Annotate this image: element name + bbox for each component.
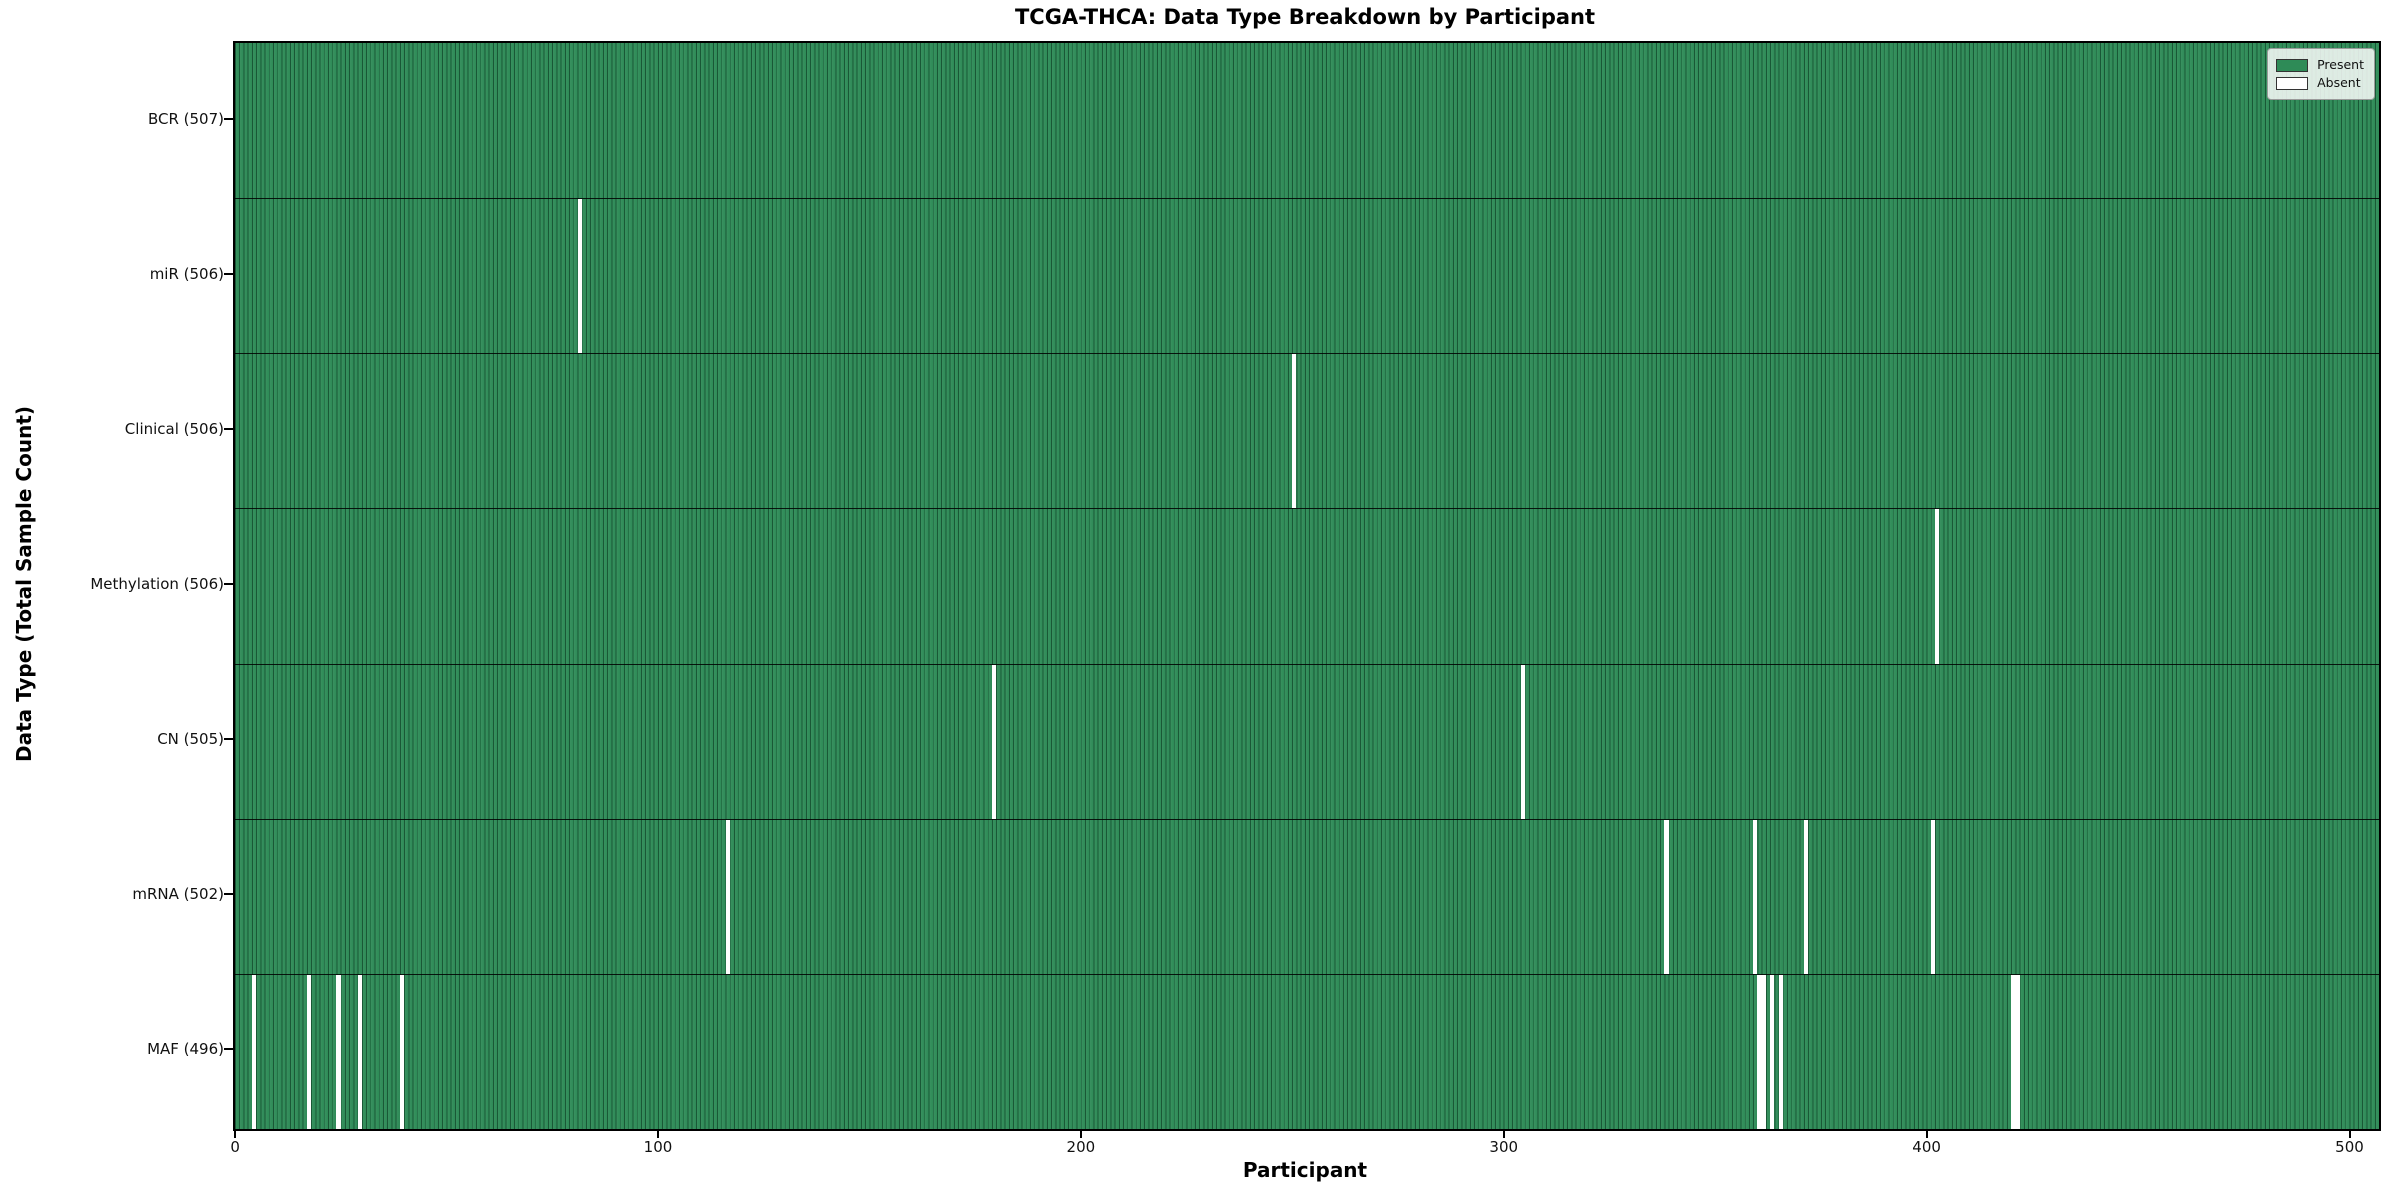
chart-title: TCGA-THCA: Data Type Breakdown by Partic…: [1014, 5, 1596, 29]
ytick-mark-clinical: [224, 427, 233, 430]
ytick-label-bcr: BCR (507): [147, 109, 224, 128]
absent-gap-maf-420: [2011, 974, 2016, 1129]
ytick-mark-bcr: [224, 117, 233, 120]
ytick-label-mir: miR (506): [149, 264, 224, 283]
xtick-label-500: 500: [2335, 1138, 2364, 1156]
absent-gap-methylation-402: [1934, 509, 1940, 664]
ytick-label-maf: MAF (496): [147, 1040, 224, 1059]
absent-gap-maf-29: [357, 974, 362, 1129]
xtick-label-200: 200: [1066, 1138, 1096, 1156]
absent-gap-mrna-338: [1664, 819, 1669, 974]
absent-gap-maf-4: [251, 974, 257, 1129]
ytick-label-clinical: Clinical (506): [124, 419, 224, 438]
row-mir: [235, 198, 2379, 354]
absent-gap-mrna-116: [725, 819, 730, 974]
absent-gap-maf-365: [1778, 974, 1783, 1129]
xtick-mark-100: [656, 1129, 659, 1138]
absent-gap-maf-361: [1761, 974, 1766, 1129]
xtick-mark-400: [1925, 1129, 1928, 1138]
absent-gap-maf-24: [336, 974, 341, 1129]
row-mrna: [235, 818, 2379, 974]
ytick-mark-methylation: [224, 583, 233, 585]
legend: Present Absent: [2267, 48, 2375, 100]
xtick-mark-500: [2348, 1129, 2351, 1138]
absent-gap-maf-363: [1770, 974, 1775, 1129]
legend-present-swatch: [2276, 58, 2309, 72]
x-axis-title: Participant: [1242, 1158, 1368, 1182]
ytick-mark-mrna: [224, 893, 233, 896]
row-methylation: [235, 508, 2379, 664]
absent-gap-cn-304: [1520, 664, 1525, 819]
row-clinical: [235, 353, 2379, 509]
xtick-label-0: 0: [230, 1138, 240, 1156]
row-bcr: [235, 43, 2379, 199]
absent-gap-clinical-250: [1292, 354, 1297, 509]
ytick-label-mrna: mRNA (502): [132, 885, 224, 904]
absent-gap-mrna-401: [1930, 819, 1935, 974]
ytick-label-methylation: Methylation (506): [90, 575, 224, 593]
legend-entry-present: Present: [2276, 57, 2364, 73]
xtick-mark-300: [1502, 1129, 1505, 1138]
xtick-label-300: 300: [1489, 1138, 1519, 1156]
xtick-label-100: 100: [643, 1138, 673, 1156]
legend-present-label: Present: [2317, 57, 2364, 72]
xtick-mark-0: [234, 1129, 237, 1138]
absent-gap-maf-17: [306, 974, 312, 1129]
absent-gap-mrna-359: [1753, 819, 1758, 974]
absent-gap-maf-421: [2015, 974, 2020, 1129]
ytick-mark-cn: [224, 738, 233, 741]
ytick-label-cn: CN (505): [157, 730, 224, 749]
legend-absent-swatch: [2276, 76, 2309, 90]
row-cn: [235, 663, 2379, 819]
ytick-mark-maf: [224, 1048, 233, 1051]
legend-entry-absent: Absent: [2276, 75, 2364, 91]
xtick-mark-200: [1079, 1129, 1082, 1138]
absent-gap-mir-81: [577, 199, 582, 354]
row-maf: [235, 973, 2379, 1129]
absent-gap-mrna-371: [1803, 819, 1809, 974]
plot-area: Present Absent: [233, 41, 2381, 1131]
xtick-label-400: 400: [1912, 1138, 1941, 1156]
absent-gap-maf-360: [1757, 974, 1762, 1129]
legend-absent-label: Absent: [2317, 75, 2361, 90]
absent-gap-cn-179: [991, 664, 997, 819]
absent-gap-maf-39: [399, 974, 405, 1129]
ytick-mark-mir: [224, 272, 233, 275]
